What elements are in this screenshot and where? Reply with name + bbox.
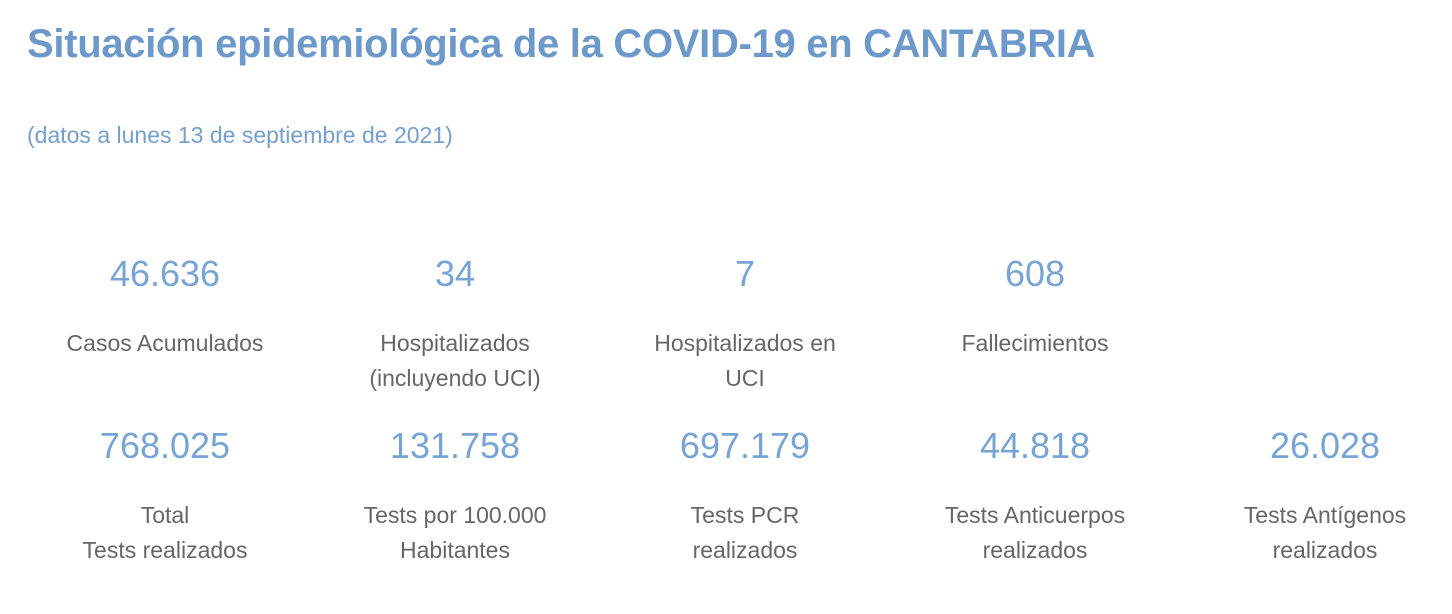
kpi-label-line: UCI	[725, 365, 765, 391]
kpi-card-tests-anticuerpos: 44.818 Tests Anticuerpos realizados	[890, 422, 1180, 568]
kpi-label-line: realizados	[1272, 537, 1378, 563]
kpi-label: Tests por 100.000 Habitantes	[310, 498, 600, 568]
kpi-card-tests-pcr: 697.179 Tests PCR realizados	[600, 422, 890, 568]
kpi-label-line: Tests realizados	[82, 537, 248, 563]
kpi-row-1: 46.636 Casos Acumulados 34 Hospitalizado…	[20, 250, 1452, 396]
kpi-label-line: Hospitalizados en	[654, 330, 836, 356]
kpi-label: Hospitalizados en UCI	[600, 326, 890, 396]
kpi-card-tests-antigenos: 26.028 Tests Antígenos realizados	[1180, 422, 1452, 568]
kpi-value: 26.028	[1269, 425, 1381, 466]
kpi-label: Tests Anticuerpos realizados	[890, 498, 1180, 568]
kpi-card-tests-por-100000: 131.758 Tests por 100.000 Habitantes	[310, 422, 600, 568]
kpi-value: 768.025	[99, 425, 231, 466]
kpi-label: Fallecimientos	[890, 326, 1180, 361]
kpi-card-fallecimientos: 608 Fallecimientos	[890, 250, 1180, 396]
kpi-card-casos-acumulados: 46.636 Casos Acumulados	[20, 250, 310, 396]
kpi-card-hospitalizados: 34 Hospitalizados (incluyendo UCI)	[310, 250, 600, 396]
kpi-label: Tests PCR realizados	[600, 498, 890, 568]
kpi-label-line: Fallecimientos	[961, 330, 1109, 356]
kpi-label-line: Tests Antígenos	[1243, 502, 1407, 528]
kpi-card-hospitalizados-uci: 7 Hospitalizados en UCI	[600, 250, 890, 396]
kpi-card-empty	[1180, 250, 1452, 396]
kpi-label-line: Total	[140, 502, 190, 528]
kpi-value: 608	[1004, 253, 1066, 294]
page-title: Situación epidemiológica de la COVID-19 …	[27, 22, 1096, 66]
page-subtitle: (datos a lunes 13 de septiembre de 2021)	[27, 122, 453, 148]
kpi-label-line: Casos Acumulados	[66, 330, 264, 356]
kpi-label: Total Tests realizados	[20, 498, 310, 568]
kpi-label-line: (incluyendo UCI)	[369, 365, 541, 391]
kpi-value: 46.636	[109, 253, 221, 294]
kpi-value: 7	[734, 253, 756, 294]
kpi-label-line: Hospitalizados	[380, 330, 530, 356]
kpi-value: 34	[434, 253, 476, 294]
kpi-label: Casos Acumulados	[20, 326, 310, 361]
kpi-label-line: Habitantes	[400, 537, 510, 563]
kpi-label-line: Tests Anticuerpos	[944, 502, 1126, 528]
kpi-value: 697.179	[679, 425, 811, 466]
kpi-value: 44.818	[979, 425, 1091, 466]
kpi-label-line: Tests por 100.000	[363, 502, 547, 528]
kpi-label: Tests Antígenos realizados	[1180, 498, 1452, 568]
kpi-label-line: realizados	[692, 537, 798, 563]
kpi-row-2: 768.025 Total Tests realizados 131.758 T…	[20, 422, 1452, 568]
kpi-label-line: Tests PCR	[690, 502, 800, 528]
kpi-label-line: realizados	[982, 537, 1088, 563]
kpi-label: Hospitalizados (incluyendo UCI)	[310, 326, 600, 396]
kpi-card-total-tests: 768.025 Total Tests realizados	[20, 422, 310, 568]
kpi-value: 131.758	[389, 425, 521, 466]
